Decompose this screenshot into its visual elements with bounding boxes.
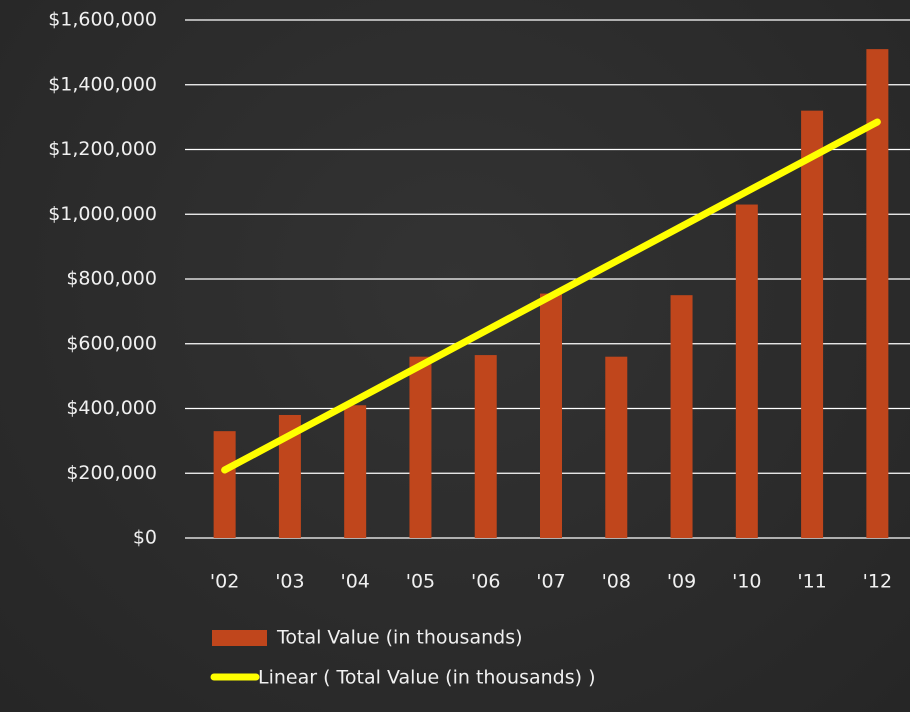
legend-label: Linear ( Total Value (in thousands) ) — [258, 667, 596, 689]
x-tick-label: '12 — [863, 571, 892, 593]
bar — [605, 356, 628, 538]
y-tick-label: $0 — [133, 527, 157, 549]
x-tick-label: '09 — [667, 571, 696, 593]
bar — [409, 356, 432, 538]
x-tick-label: '03 — [275, 571, 304, 593]
bar — [801, 110, 824, 539]
y-tick-label: $800,000 — [66, 268, 157, 290]
y-tick-label: $1,200,000 — [48, 138, 157, 160]
y-tick-label: $1,600,000 — [48, 9, 157, 31]
bar — [278, 414, 301, 538]
x-tick-label: '05 — [406, 571, 435, 593]
y-tick-label: $1,400,000 — [48, 73, 157, 95]
bar — [540, 293, 562, 538]
x-tick-label: '08 — [602, 571, 631, 593]
x-tick-label: '04 — [340, 571, 369, 593]
x-tick-label: '10 — [732, 571, 761, 593]
x-tick-label: '11 — [797, 571, 826, 593]
bar — [866, 49, 889, 538]
y-tick-label: $600,000 — [66, 332, 157, 354]
y-tick-label: $200,000 — [66, 462, 157, 484]
bar — [474, 355, 497, 538]
trendline — [221, 118, 881, 474]
x-tick-label: '07 — [536, 571, 565, 593]
y-tick-label: $400,000 — [66, 397, 157, 419]
bar — [670, 295, 693, 538]
y-tick-label: $1,000,000 — [48, 203, 157, 225]
legend-label: Total Value (in thousands) — [276, 627, 523, 649]
bar — [344, 405, 367, 538]
x-tick-label: '06 — [471, 571, 500, 593]
x-tick-label: '02 — [210, 571, 239, 593]
legend-swatch — [212, 630, 267, 646]
bar — [735, 204, 758, 538]
bar — [213, 431, 236, 538]
